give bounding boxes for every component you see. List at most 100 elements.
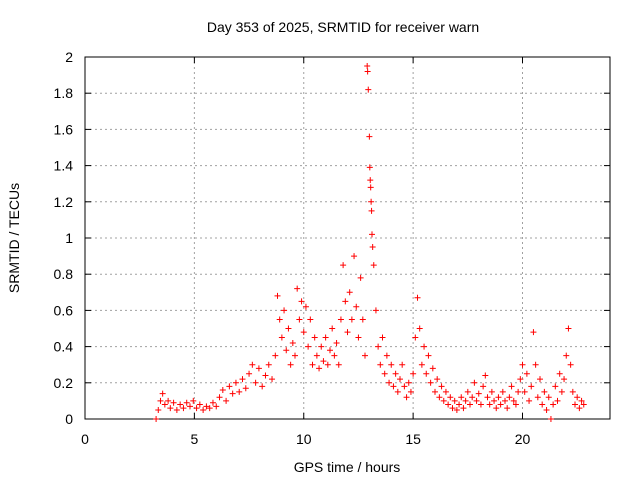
data-point — [364, 63, 371, 70]
data-point — [272, 352, 279, 359]
data-point — [362, 352, 368, 359]
data-point — [539, 401, 546, 408]
data-point — [543, 406, 550, 413]
data-point — [278, 334, 285, 341]
data-point — [453, 406, 460, 413]
data-point — [545, 394, 552, 401]
data-point — [265, 361, 272, 368]
data-point — [556, 370, 563, 377]
x-tick-label: 0 — [81, 431, 89, 447]
data-point — [563, 352, 570, 359]
data-point — [456, 401, 463, 408]
data-point — [407, 388, 414, 395]
y-tick-label: 0.2 — [54, 375, 74, 391]
data-point — [418, 361, 425, 368]
data-point — [209, 399, 216, 406]
data-point — [353, 303, 360, 310]
data-point — [477, 401, 484, 408]
data-point — [515, 388, 522, 395]
data-point — [504, 405, 511, 412]
data-point — [159, 390, 166, 397]
data-point — [403, 394, 410, 401]
x-axis-label: GPS time / hours — [294, 459, 401, 475]
data-point — [203, 403, 210, 410]
data-point — [180, 405, 187, 412]
data-point — [311, 334, 318, 341]
data-point — [375, 343, 382, 350]
data-point — [432, 388, 438, 395]
data-point — [333, 339, 340, 346]
data-point — [173, 406, 180, 413]
data-point — [434, 376, 441, 383]
data-point — [379, 334, 386, 341]
data-point — [366, 133, 373, 140]
data-point — [530, 329, 537, 336]
data-point — [246, 370, 253, 377]
data-point — [425, 352, 432, 359]
data-point — [464, 388, 471, 395]
data-point — [499, 388, 506, 395]
data-point — [436, 394, 443, 401]
data-point — [364, 68, 371, 75]
data-point — [462, 397, 469, 404]
data-point — [287, 361, 294, 368]
y-tick-label: 2 — [65, 49, 73, 65]
data-point — [460, 405, 467, 412]
data-point — [565, 325, 572, 332]
data-point — [491, 397, 498, 404]
data-point — [367, 184, 374, 191]
data-point — [344, 329, 351, 336]
y-tick-label: 1.6 — [54, 121, 74, 137]
data-point — [155, 406, 162, 413]
data-point — [567, 361, 574, 368]
data-point — [298, 298, 305, 305]
data-point — [249, 361, 256, 368]
x-tick-label: 10 — [296, 431, 312, 447]
data-point — [512, 401, 519, 408]
data-point — [416, 325, 423, 332]
data-point — [369, 231, 375, 238]
data-point — [534, 394, 541, 401]
data-point — [368, 207, 375, 214]
data-point — [170, 399, 177, 406]
data-point — [401, 383, 408, 390]
data-point — [307, 316, 314, 323]
data-point — [232, 379, 239, 386]
data-point — [177, 401, 184, 408]
y-axis-label: SRMTID / TECUs — [6, 183, 22, 293]
data-point — [327, 347, 333, 354]
data-point — [183, 399, 190, 406]
data-point — [558, 388, 565, 395]
data-point — [313, 352, 320, 359]
data-point — [157, 397, 164, 404]
data-point — [348, 316, 355, 323]
x-tick-label: 20 — [515, 431, 531, 447]
data-point — [372, 307, 379, 314]
y-axis-ticks: 0 0.2 0.4 0.6 0.8 1 1.2 1.4 1.6 1.8 2 — [54, 49, 610, 427]
data-point — [346, 289, 353, 296]
data-point — [193, 405, 200, 412]
data-point — [580, 401, 587, 408]
y-tick-label: 0 — [65, 411, 73, 427]
data-point — [410, 370, 417, 377]
data-point — [316, 365, 323, 372]
data-point — [300, 329, 307, 336]
data-point — [475, 390, 482, 397]
data-point — [502, 397, 508, 404]
data-point — [427, 379, 434, 386]
data-point — [429, 365, 436, 372]
data-point — [229, 390, 236, 397]
data-point — [269, 376, 276, 383]
chart-title: Day 353 of 2025, SRMTID for receiver war… — [207, 19, 479, 35]
data-point — [252, 379, 259, 386]
data-point — [574, 394, 581, 401]
data-point — [236, 388, 243, 395]
data-point — [405, 379, 412, 386]
data-point — [569, 388, 576, 395]
data-point — [517, 376, 524, 383]
data-point — [187, 403, 193, 410]
data-point — [219, 387, 226, 394]
data-point — [342, 298, 349, 305]
data-point — [370, 262, 377, 269]
data-point — [523, 370, 530, 377]
